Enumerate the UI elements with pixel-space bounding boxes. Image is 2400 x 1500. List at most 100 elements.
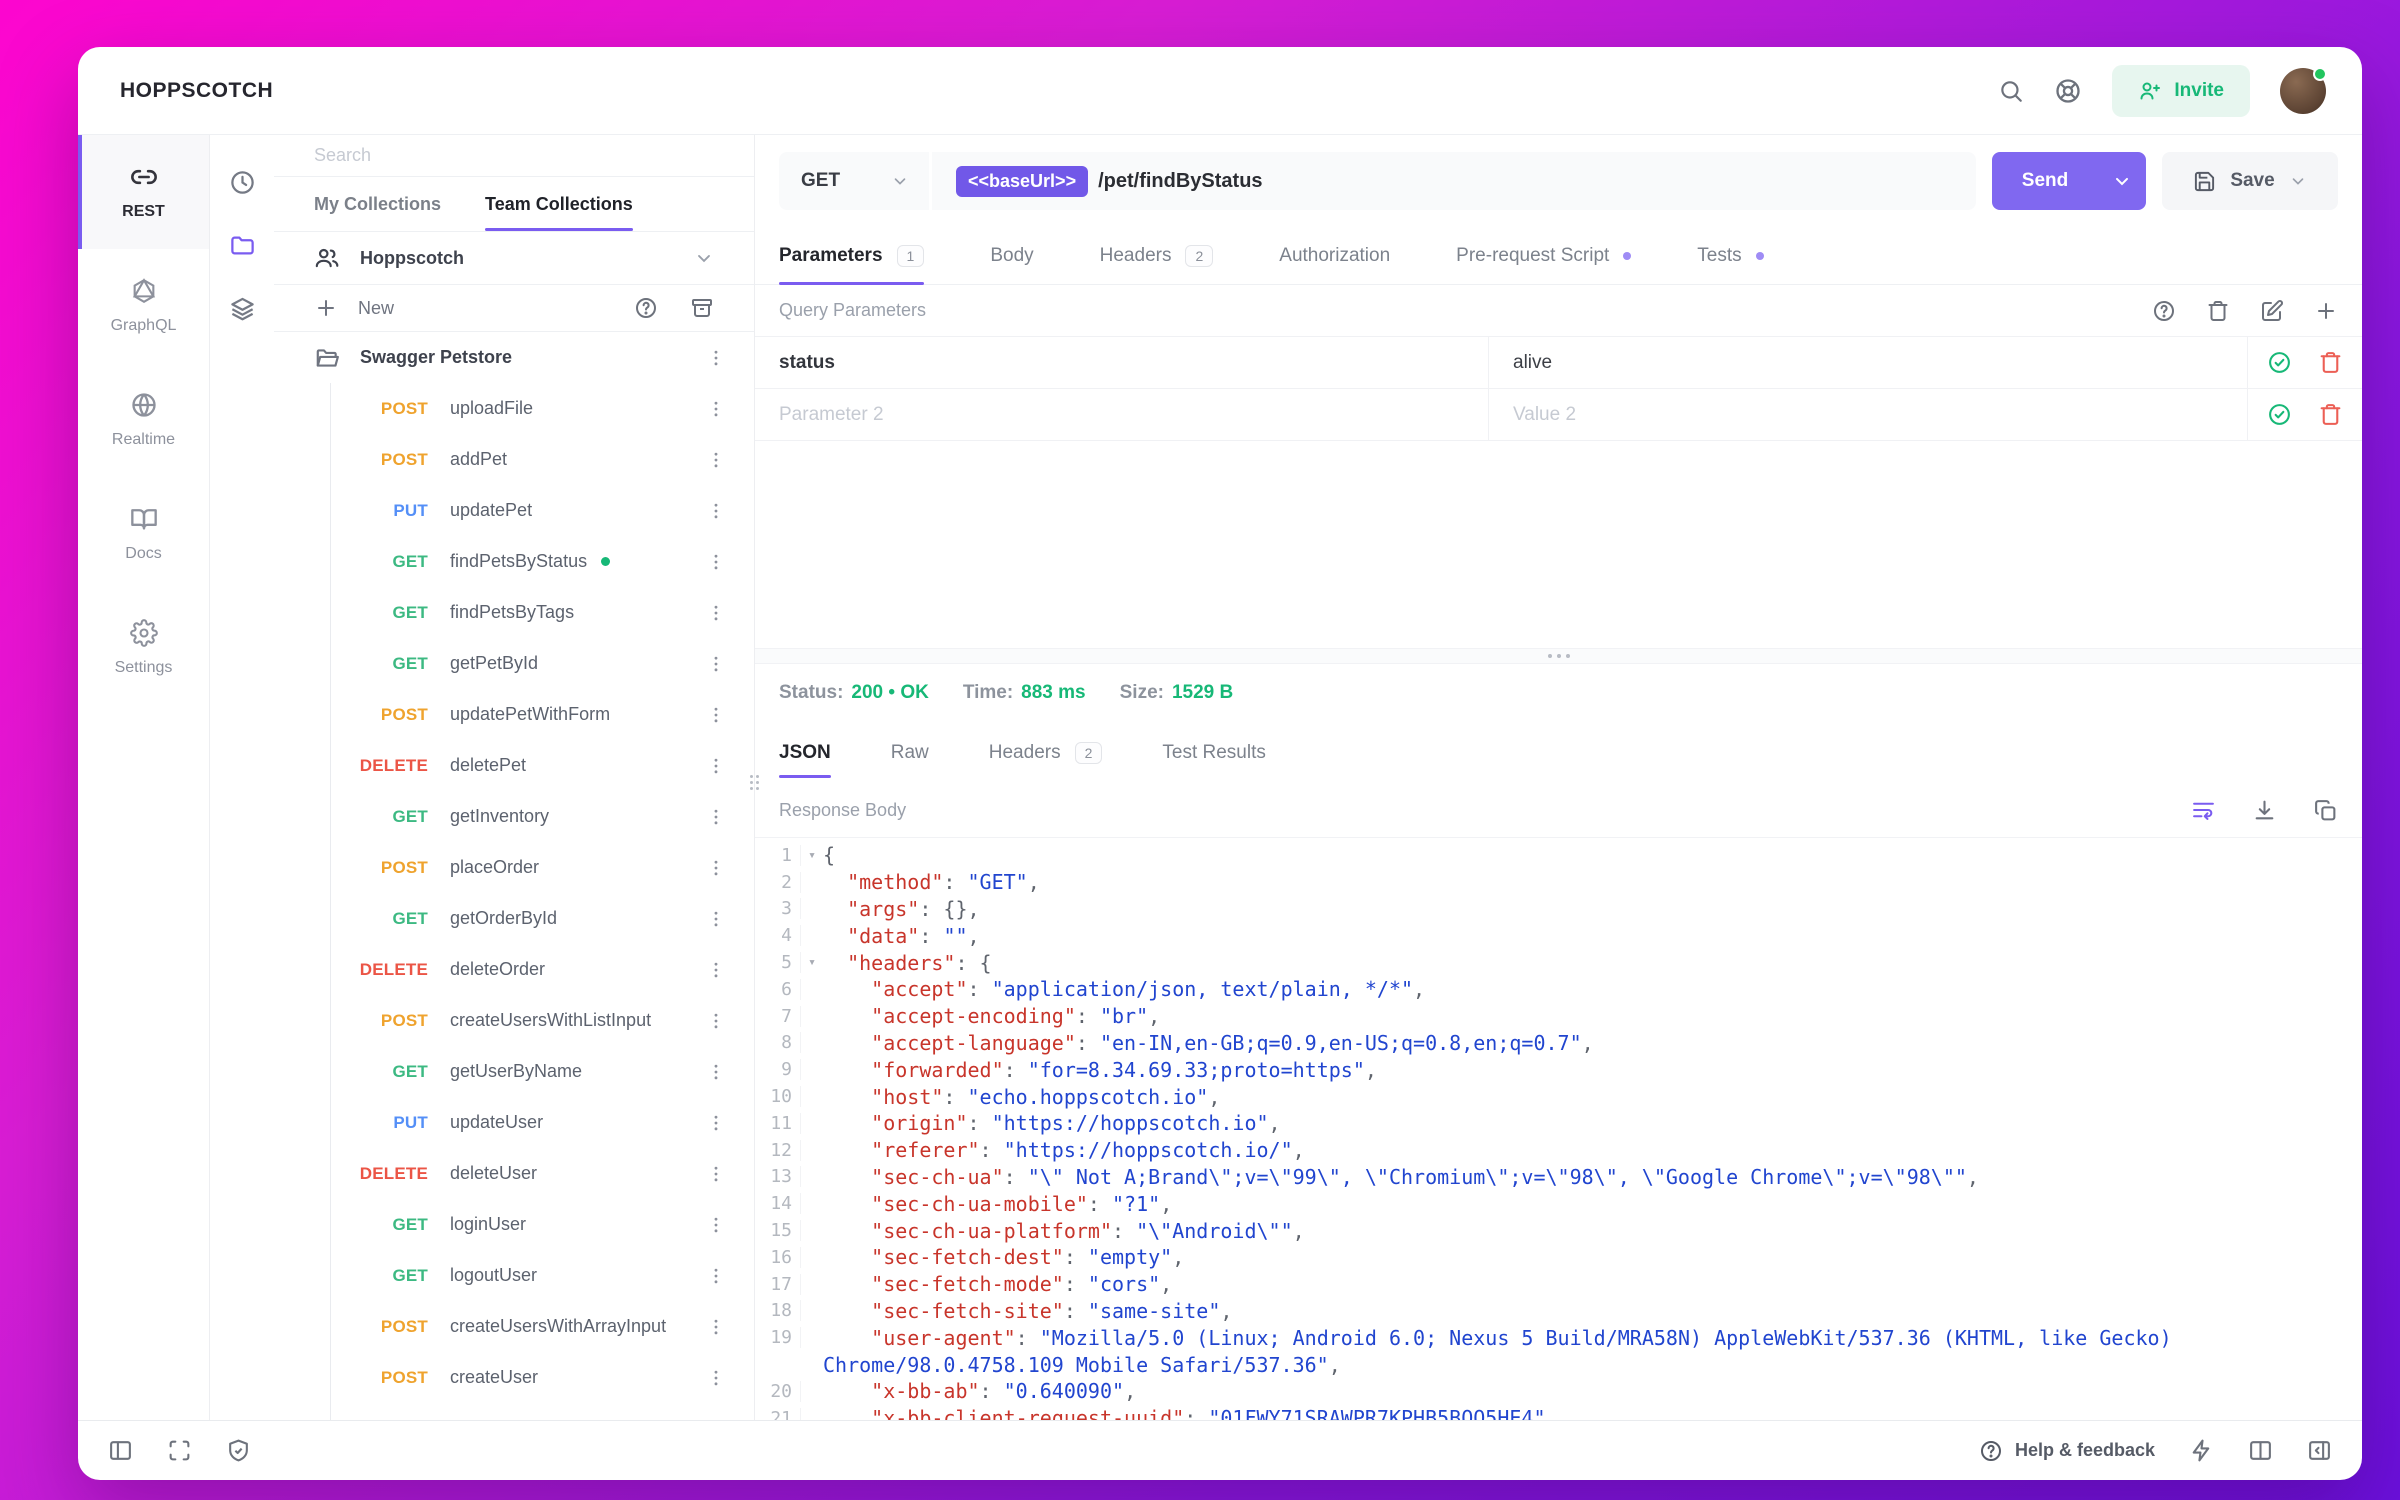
request-row[interactable]: GET getOrderById bbox=[274, 893, 754, 944]
kebab-icon[interactable] bbox=[706, 450, 726, 470]
wrap-text-icon[interactable] bbox=[2191, 798, 2216, 823]
request-row[interactable]: POST createUsersWithArrayInput bbox=[274, 1301, 754, 1352]
kebab-icon[interactable] bbox=[706, 603, 726, 623]
param-key-input[interactable]: Parameter 2 bbox=[755, 389, 1489, 440]
trash-icon[interactable] bbox=[2318, 402, 2343, 427]
request-row[interactable]: POST updatePetWithForm bbox=[274, 689, 754, 740]
sidebar-item-rest[interactable]: REST bbox=[78, 135, 209, 249]
kebab-icon[interactable] bbox=[706, 1062, 726, 1082]
kebab-icon[interactable] bbox=[706, 1215, 726, 1235]
send-options-caret[interactable] bbox=[2098, 152, 2146, 210]
lightning-icon[interactable] bbox=[2189, 1438, 2214, 1463]
kebab-icon[interactable] bbox=[706, 1011, 726, 1031]
check-circle-icon[interactable] bbox=[2267, 402, 2292, 427]
param-key-input[interactable]: status bbox=[755, 337, 1489, 388]
response-tab-json[interactable]: JSON bbox=[779, 722, 831, 784]
request-row[interactable]: POST createUser bbox=[274, 1352, 754, 1403]
kebab-icon[interactable] bbox=[706, 1368, 726, 1388]
help-circle-icon[interactable] bbox=[2152, 299, 2176, 323]
workspace-selector[interactable]: Hoppscotch bbox=[274, 232, 754, 285]
kebab-icon[interactable] bbox=[706, 960, 726, 980]
request-row[interactable]: POST createUsersWithListInput bbox=[274, 995, 754, 1046]
kebab-icon[interactable] bbox=[706, 552, 726, 572]
request-row[interactable]: GET loginUser bbox=[274, 1199, 754, 1250]
chevron-down-icon[interactable] bbox=[2289, 172, 2307, 190]
kebab-icon[interactable] bbox=[706, 1317, 726, 1337]
life-buoy-icon[interactable] bbox=[2054, 77, 2082, 105]
request-row[interactable]: POST placeOrder bbox=[274, 842, 754, 893]
layers-icon[interactable] bbox=[229, 295, 256, 322]
base-url-chip[interactable]: <<baseUrl>> bbox=[956, 165, 1089, 197]
kebab-icon[interactable] bbox=[706, 807, 726, 827]
fold-toggle-icon[interactable]: ▾ bbox=[808, 847, 816, 863]
tab-parameters[interactable]: Parameters 1 bbox=[779, 227, 925, 285]
response-tab-raw[interactable]: Raw bbox=[891, 722, 929, 784]
tab-headers[interactable]: Headers 2 bbox=[1100, 227, 1214, 284]
kebab-icon[interactable] bbox=[706, 654, 726, 674]
tab-body[interactable]: Body bbox=[990, 227, 1033, 284]
kebab-icon[interactable] bbox=[706, 501, 726, 521]
send-label[interactable]: Send bbox=[2021, 170, 2069, 191]
plus-icon[interactable] bbox=[314, 296, 338, 320]
url-input[interactable]: <<baseUrl>> /pet/findByStatus bbox=[932, 152, 1976, 210]
kebab-icon[interactable] bbox=[706, 1164, 726, 1184]
sidebar-item-realtime[interactable]: Realtime bbox=[78, 363, 209, 477]
request-row[interactable]: GET findPetsByTags bbox=[274, 587, 754, 638]
clipped-collection-row[interactable] bbox=[274, 1403, 754, 1420]
edit-icon[interactable] bbox=[2260, 299, 2284, 323]
collapse-right-icon[interactable] bbox=[2307, 1438, 2332, 1463]
param-value-input[interactable]: alive bbox=[1489, 337, 2248, 388]
request-row[interactable]: GET logoutUser bbox=[274, 1250, 754, 1301]
request-row[interactable]: DELETE deletePet bbox=[274, 740, 754, 791]
sidebar-item-docs[interactable]: Docs bbox=[78, 477, 209, 591]
request-row[interactable]: PUT updatePet bbox=[274, 485, 754, 536]
trash-icon[interactable] bbox=[2318, 350, 2343, 375]
copy-icon[interactable] bbox=[2313, 798, 2338, 823]
method-select[interactable]: GET bbox=[779, 152, 929, 210]
search-icon[interactable] bbox=[1998, 78, 2024, 104]
fold-toggle-icon[interactable]: ▾ bbox=[808, 955, 816, 971]
expand-icon[interactable] bbox=[167, 1438, 192, 1463]
tab-pre-request-script[interactable]: Pre-request Script bbox=[1456, 227, 1632, 284]
help-circle-icon[interactable] bbox=[634, 296, 658, 320]
plus-icon[interactable] bbox=[2314, 299, 2338, 323]
request-row[interactable]: PUT updateUser bbox=[274, 1097, 754, 1148]
kebab-icon[interactable] bbox=[706, 1113, 726, 1133]
request-row[interactable]: GET getPetById bbox=[274, 638, 754, 689]
response-tab-headers[interactable]: Headers 2 bbox=[989, 722, 1103, 784]
columns-icon[interactable] bbox=[2248, 1438, 2273, 1463]
response-tab-test-results[interactable]: Test Results bbox=[1162, 722, 1265, 784]
kebab-icon[interactable] bbox=[706, 909, 726, 929]
invite-button[interactable]: Invite bbox=[2112, 64, 2250, 117]
request-row[interactable]: POST uploadFile bbox=[274, 383, 754, 434]
request-row[interactable]: DELETE deleteUser bbox=[274, 1148, 754, 1199]
kebab-icon[interactable] bbox=[706, 348, 726, 368]
tab-team-collections[interactable]: Team Collections bbox=[485, 177, 633, 231]
shield-check-icon[interactable] bbox=[226, 1438, 251, 1463]
tab-my-collections[interactable]: My Collections bbox=[314, 193, 442, 214]
request-row[interactable]: GET getInventory bbox=[274, 791, 754, 842]
tab-tests[interactable]: Tests bbox=[1697, 227, 1764, 284]
request-row[interactable]: GET findPetsByStatus bbox=[274, 536, 754, 587]
sidebar-item-settings[interactable]: Settings bbox=[78, 591, 209, 705]
request-row[interactable]: DELETE deleteOrder bbox=[274, 944, 754, 995]
response-body-editor[interactable]: 1 ▾{2 "method": "GET", 3 "args": {}, 4 "dat… bbox=[755, 837, 2362, 1420]
save-button[interactable]: Save bbox=[2162, 152, 2338, 210]
archive-icon[interactable] bbox=[690, 296, 714, 320]
param-value-input[interactable]: Value 2 bbox=[1489, 389, 2248, 440]
send-button[interactable]: Send bbox=[1992, 152, 2146, 210]
trash-icon[interactable] bbox=[2206, 299, 2230, 323]
search-input[interactable] bbox=[314, 145, 714, 166]
check-circle-icon[interactable] bbox=[2267, 350, 2292, 375]
request-row[interactable]: GET getUserByName bbox=[274, 1046, 754, 1097]
pane-resize-handle[interactable] bbox=[755, 648, 2362, 664]
kebab-icon[interactable] bbox=[706, 756, 726, 776]
collection-folder[interactable]: Swagger Petstore bbox=[274, 332, 754, 383]
kebab-icon[interactable] bbox=[706, 1266, 726, 1286]
folder-icon[interactable] bbox=[229, 232, 256, 259]
kebab-icon[interactable] bbox=[706, 858, 726, 878]
request-row[interactable]: POST addPet bbox=[274, 434, 754, 485]
new-label[interactable]: New bbox=[358, 297, 395, 318]
kebab-icon[interactable] bbox=[706, 399, 726, 419]
help-feedback-button[interactable]: Help & feedback bbox=[1979, 1439, 2155, 1463]
